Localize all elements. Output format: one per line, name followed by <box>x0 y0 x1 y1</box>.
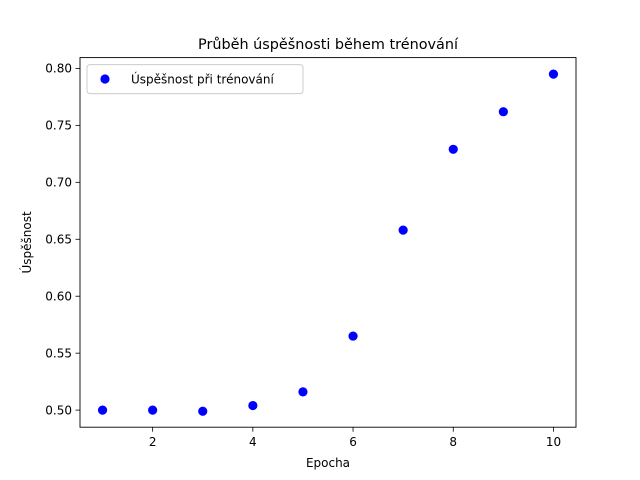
x-tick-label: 2 <box>149 435 157 449</box>
data-point <box>348 331 358 341</box>
x-axis-label: Epocha <box>306 456 350 470</box>
x-tick-label: 10 <box>546 435 561 449</box>
data-point <box>148 405 158 415</box>
y-tick-label: 0.60 <box>45 290 72 304</box>
data-point <box>298 387 308 397</box>
y-tick-label: 0.70 <box>45 176 72 190</box>
x-tick-label: 8 <box>449 435 457 449</box>
legend-label: Úspěšnost při trénování <box>131 72 274 87</box>
data-points <box>97 69 559 416</box>
chart-title: Průběh úspěšnosti během trénování <box>198 37 459 53</box>
y-tick-label: 0.80 <box>45 62 72 76</box>
data-point <box>548 69 559 79</box>
y-axis-label: Úspěšnost <box>19 211 34 273</box>
x-tick-label: 6 <box>349 435 357 449</box>
data-point <box>97 405 108 415</box>
data-point <box>498 107 508 117</box>
data-point <box>448 144 458 154</box>
y-tick-label: 0.55 <box>45 346 72 360</box>
x-axis-ticks: 2 4 6 8 10 <box>149 427 561 449</box>
y-axis-ticks: 0.50 0.55 0.60 0.65 0.70 0.75 0.80 <box>45 62 80 417</box>
y-tick-label: 0.75 <box>45 119 72 133</box>
y-tick-label: 0.50 <box>45 403 72 417</box>
legend-box <box>86 64 304 95</box>
x-tick-label: 4 <box>249 435 257 449</box>
data-point <box>398 225 408 235</box>
y-tick-label: 0.65 <box>45 233 72 247</box>
data-point <box>248 400 258 411</box>
legend: Úspěšnost při trénování <box>86 64 304 95</box>
plot-frame <box>79 57 577 428</box>
data-point <box>198 406 208 416</box>
legend-marker <box>100 74 110 84</box>
